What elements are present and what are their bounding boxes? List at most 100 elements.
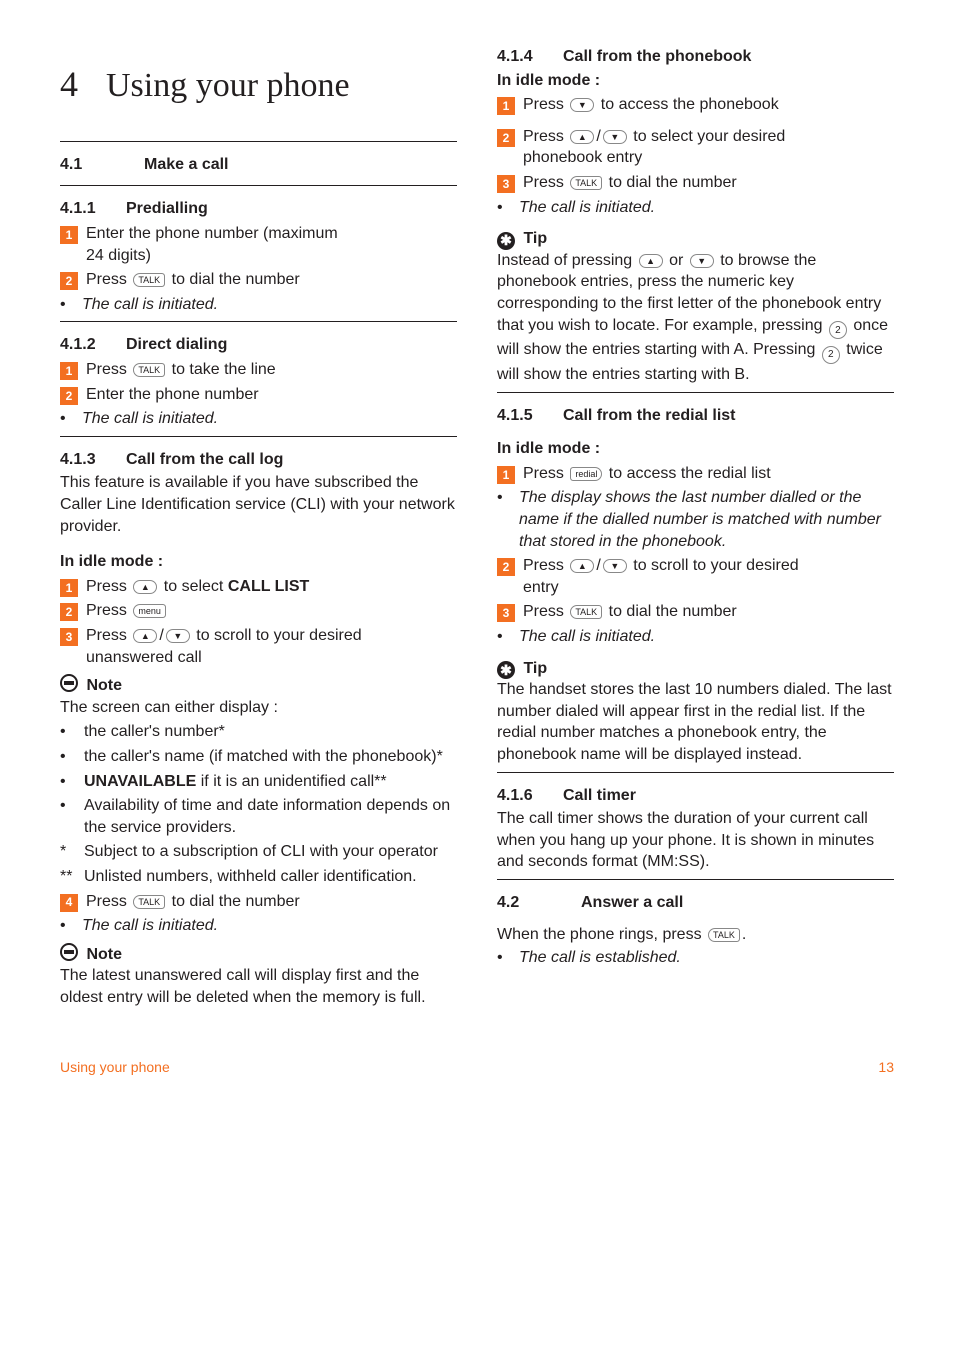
up-key-icon: ▲ xyxy=(570,559,594,573)
tip-heading: ✱ Tip xyxy=(497,658,894,680)
body-text: The call timer shows the duration of you… xyxy=(497,808,894,873)
chapter-heading: 4 Using your phone xyxy=(60,60,457,109)
menu-key-icon: menu xyxy=(133,604,166,618)
step-item: 3 Press TALK to dial the number xyxy=(497,172,894,194)
rule xyxy=(497,772,894,773)
section-4-1-4: 4.1.4 Call from the phonebook xyxy=(497,46,894,68)
step-item: 1 Press TALK to take the line xyxy=(60,359,457,381)
step-text: to dial the number xyxy=(604,603,737,620)
step-text: to take the line xyxy=(167,361,276,378)
up-key-icon: ▲ xyxy=(639,254,663,268)
step-text: Press xyxy=(86,361,131,378)
chapter-number: 4 xyxy=(60,60,78,109)
step-item: 1 Enter the phone number (maximum 24 dig… xyxy=(60,223,457,266)
step-text: to scroll to your desired xyxy=(192,627,362,644)
sub-title: Call from the call log xyxy=(126,449,283,471)
sub-num: 4.1.5 xyxy=(497,405,547,427)
section-4-1: 4.1 Make a call xyxy=(60,154,457,176)
sub-title: Direct dialing xyxy=(126,334,227,356)
step-item: 2 Enter the phone number xyxy=(60,384,457,406)
step-text: to dial the number xyxy=(604,174,737,191)
step-number-icon: 1 xyxy=(60,362,78,380)
step-number-icon: 3 xyxy=(497,175,515,193)
talk-key-icon: TALK xyxy=(570,176,602,190)
body-text: The handset stores the last 10 numbers d… xyxy=(497,679,894,765)
mode-label: In idle mode : xyxy=(60,551,457,573)
step-text: to dial the number xyxy=(167,271,300,288)
step-text: Press xyxy=(523,603,568,620)
down-key-icon: ▼ xyxy=(166,629,190,643)
step-item: 2 Press ▲/▼ to select your desiredphoneb… xyxy=(497,126,894,169)
step-item: 1 Press redial to access the redial list xyxy=(497,463,894,485)
up-key-icon: ▲ xyxy=(570,130,594,144)
step-item: 2 Press menu xyxy=(60,600,457,622)
note-heading: Note xyxy=(60,674,457,697)
body-text: The latest unanswered call will display … xyxy=(60,965,457,1008)
step-text: Press xyxy=(523,557,568,574)
tip-heading: ✱ Tip xyxy=(497,228,894,250)
list-item: **Unlisted numbers, withheld caller iden… xyxy=(60,866,457,888)
list-item: •the caller's number* xyxy=(60,721,457,743)
body-text: The screen can either display : xyxy=(60,697,457,719)
list-item: •UNAVAILABLE if it is an unidentified ca… xyxy=(60,771,457,793)
step-text: Press xyxy=(523,174,568,191)
step-number-icon: 1 xyxy=(497,97,515,115)
step-item: 2 Press ▲/▼ to scroll to your desiredent… xyxy=(497,555,894,598)
result-text: •The call is initiated. xyxy=(497,626,894,648)
rule xyxy=(497,879,894,880)
section-4-1-1: 4.1.1 Predialling xyxy=(60,198,457,220)
step-text: Press xyxy=(86,602,131,619)
step-text: phonebook entry xyxy=(523,149,642,166)
down-key-icon: ▼ xyxy=(570,98,594,112)
sub-num: 4.1.2 xyxy=(60,334,110,356)
talk-key-icon: TALK xyxy=(570,605,602,619)
list-item: •the caller's name (if matched with the … xyxy=(60,746,457,768)
down-key-icon: ▼ xyxy=(603,559,627,573)
step-number-icon: 3 xyxy=(60,628,78,646)
sub-title: Call timer xyxy=(563,785,636,807)
step-number-icon: 3 xyxy=(497,604,515,622)
section-4-1-6: 4.1.6 Call timer xyxy=(497,785,894,807)
result-text: •The call is established. xyxy=(497,947,894,969)
note-heading: Note xyxy=(60,943,457,966)
step-text: 24 digits) xyxy=(86,247,151,264)
step-item: 3 Press ▲/▼ to scroll to your desireduna… xyxy=(60,625,457,668)
step-item: 2 Press TALK to dial the number xyxy=(60,269,457,291)
note-icon xyxy=(60,943,78,961)
redial-key-icon: redial xyxy=(570,467,602,481)
step-text: Press xyxy=(86,578,131,595)
step-number-icon: 1 xyxy=(60,226,78,244)
rule xyxy=(60,321,457,322)
step-text: Press xyxy=(523,465,568,482)
key-2-icon: 2 xyxy=(829,321,847,339)
sub-title: Call from the phonebook xyxy=(563,46,751,68)
note-icon xyxy=(60,674,78,692)
sub-title: Call from the redial list xyxy=(563,405,735,427)
sub-num: 4.1.3 xyxy=(60,449,110,471)
step-number-icon: 4 xyxy=(60,894,78,912)
step-text: Press xyxy=(523,96,568,113)
section-4-2: 4.2 Answer a call xyxy=(497,892,894,914)
step-text: Enter the phone number xyxy=(86,384,259,406)
up-key-icon: ▲ xyxy=(133,580,157,594)
talk-key-icon: TALK xyxy=(133,895,165,909)
step-text: Press xyxy=(86,627,131,644)
result-text: •The call is initiated. xyxy=(497,197,894,219)
sub-num: 4.1.6 xyxy=(497,785,547,807)
step-number-icon: 2 xyxy=(497,558,515,576)
body-text: When the phone rings, press TALK. xyxy=(497,924,894,946)
up-key-icon: ▲ xyxy=(133,629,157,643)
step-text: to access the phonebook xyxy=(596,96,778,113)
talk-key-icon: TALK xyxy=(133,363,165,377)
body-text: This feature is available if you have su… xyxy=(60,472,457,537)
step-text: to access the redial list xyxy=(604,465,770,482)
step-number-icon: 1 xyxy=(497,466,515,484)
rule xyxy=(497,392,894,393)
down-key-icon: ▼ xyxy=(690,254,714,268)
step-text-bold: CALL LIST xyxy=(228,578,309,595)
result-text: •The call is initiated. xyxy=(60,915,457,937)
section-num: 4.1 xyxy=(60,154,120,176)
section-4-1-3: 4.1.3 Call from the call log xyxy=(60,449,457,471)
step-text: to select your desired xyxy=(629,128,786,145)
footer-section: Using your phone xyxy=(60,1058,170,1077)
